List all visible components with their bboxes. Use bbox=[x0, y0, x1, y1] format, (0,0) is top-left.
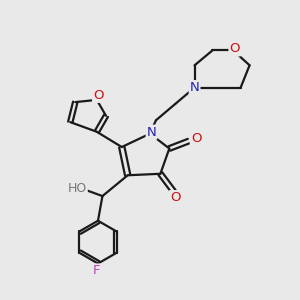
Text: N: N bbox=[147, 126, 156, 139]
Text: O: O bbox=[93, 89, 104, 102]
Text: O: O bbox=[191, 132, 201, 145]
Text: O: O bbox=[170, 191, 181, 204]
Text: F: F bbox=[93, 265, 100, 278]
Text: N: N bbox=[190, 81, 200, 94]
Text: O: O bbox=[230, 42, 240, 56]
Text: HO: HO bbox=[68, 182, 87, 195]
